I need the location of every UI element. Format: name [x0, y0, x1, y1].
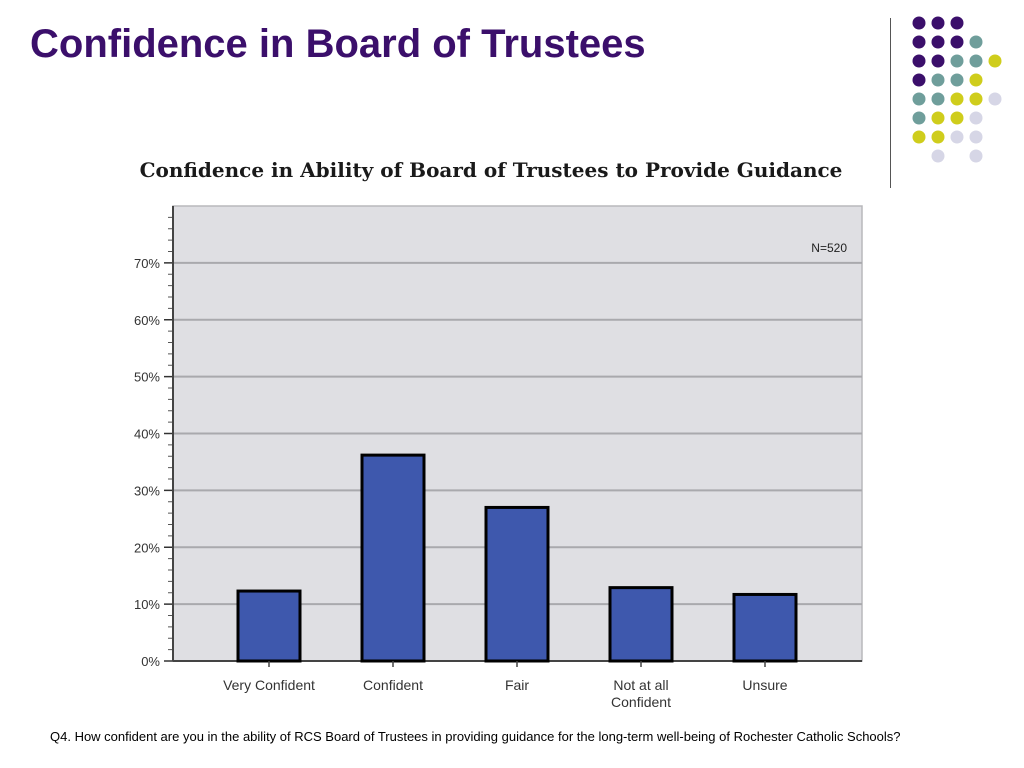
- decor-dot: [950, 111, 964, 125]
- bar: [360, 453, 426, 663]
- decor-dot: [950, 92, 964, 106]
- y-tick-label: 0%: [141, 654, 160, 669]
- decor-dot: [969, 35, 983, 49]
- decor-dot: [969, 92, 983, 106]
- decor-dot: [931, 130, 945, 144]
- x-tick-label: Fair: [505, 677, 529, 693]
- divider-line: [890, 18, 891, 188]
- decorative-dot-grid: [912, 16, 1002, 163]
- bar-chart: 0% 10% 20% 30% 40% 50% 60% 70% Very Confident Con…: [134, 205, 863, 710]
- decor-dot: [931, 54, 945, 68]
- slide-title: Confidence in Board of Trustees: [30, 22, 646, 66]
- bar: [484, 505, 550, 663]
- decor-dot: [969, 73, 983, 87]
- decor-dot: [950, 54, 964, 68]
- decor-dot: [988, 54, 1002, 68]
- x-tick-label: Confident: [363, 677, 423, 693]
- chart-title: Confidence in Ability of Board of Truste…: [139, 158, 843, 182]
- decor-dot: [931, 149, 945, 163]
- decor-dot: [969, 111, 983, 125]
- y-tick-label: 30%: [134, 483, 160, 498]
- decor-dot: [931, 92, 945, 106]
- decor-dot: [950, 35, 964, 49]
- decor-dot: [988, 92, 1002, 106]
- decor-dot: [969, 149, 983, 163]
- decor-dot: [969, 130, 983, 144]
- y-tick-label: 70%: [134, 256, 160, 271]
- decor-dot: [912, 16, 926, 30]
- decor-dot: [912, 111, 926, 125]
- decor-dot: [912, 92, 926, 106]
- bar: [732, 592, 798, 663]
- decor-dot: [950, 130, 964, 144]
- y-tick-label: 20%: [134, 540, 160, 555]
- sample-size-annotation: N=520: [811, 241, 847, 255]
- bar: [236, 589, 302, 663]
- decor-dot: [912, 130, 926, 144]
- x-tick-label: Very Confident: [223, 677, 315, 693]
- x-tick-label: Not at all Confident: [611, 677, 671, 710]
- decor-dot: [950, 16, 964, 30]
- decor-dot: [912, 35, 926, 49]
- y-tick-label: 60%: [134, 313, 160, 328]
- decor-dot: [931, 111, 945, 125]
- bar: [608, 586, 674, 663]
- decor-dot: [931, 73, 945, 87]
- y-tick-label: 40%: [134, 427, 160, 442]
- decor-dot: [912, 73, 926, 87]
- decor-dot: [969, 54, 983, 68]
- survey-question-footnote: Q4. How confident are you in the ability…: [50, 729, 901, 744]
- decor-dot: [931, 35, 945, 49]
- decor-dot: [931, 16, 945, 30]
- y-tick-label: 50%: [134, 370, 160, 385]
- decor-dot: [950, 73, 964, 87]
- x-tick-label: Unsure: [742, 677, 787, 693]
- y-tick-label: 10%: [134, 597, 160, 612]
- decor-dot: [912, 54, 926, 68]
